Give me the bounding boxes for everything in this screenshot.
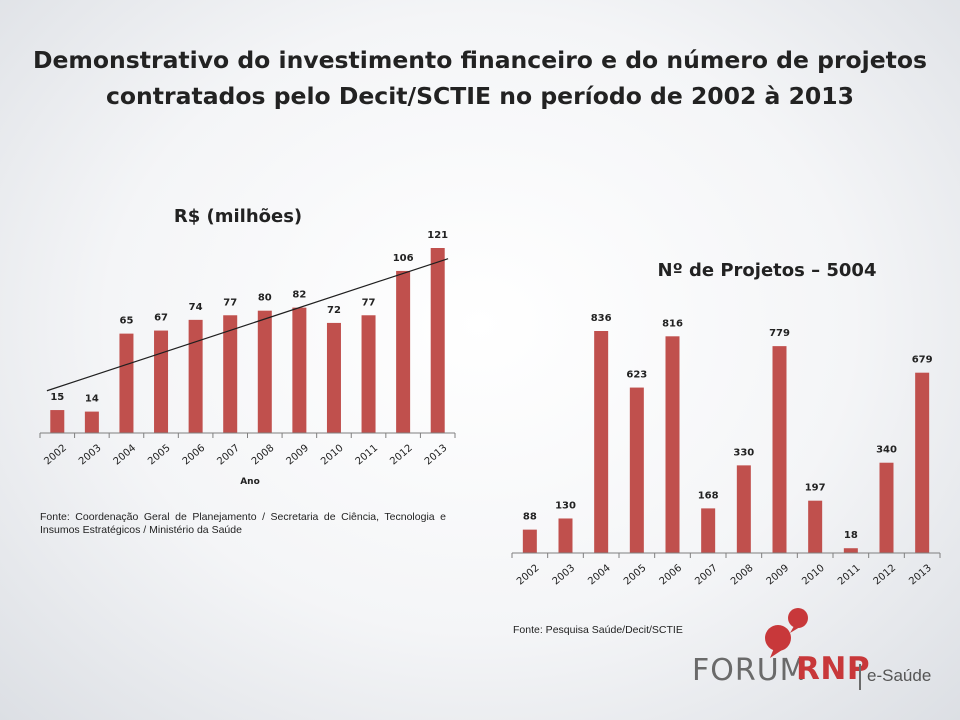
investment-data-label-2003: 14 <box>85 394 99 405</box>
logo-product-text: e-Saúde <box>867 666 932 685</box>
investment-data-label-2012: 106 <box>393 253 414 264</box>
projects-data-label-2012: 340 <box>876 445 897 456</box>
projects-data-label-2009: 779 <box>769 328 790 339</box>
projects-data-label-2002: 88 <box>523 512 537 523</box>
projects-data-label-2013: 679 <box>912 355 933 366</box>
source-note-projects: Fonte: Pesquisa Saúde/Decit/SCTIE <box>513 624 683 636</box>
projects-data-label-2011: 18 <box>844 530 858 541</box>
investment-trendline <box>46 258 449 392</box>
projects-x-tick-label-2002: 2002 <box>515 563 542 588</box>
investment-bar-2003 <box>84 411 99 433</box>
logo-brand-text: FORUM <box>692 653 807 688</box>
projects-bar-2002 <box>522 529 537 553</box>
slide-title: Demonstrativo do investimento financeiro… <box>32 46 928 110</box>
investment-data-label-2010: 72 <box>327 305 341 316</box>
logo-accent-text: RNP <box>796 651 871 687</box>
logo-divider <box>859 664 861 690</box>
investment-bar-2013 <box>430 248 445 433</box>
projects-data-label-2007: 168 <box>698 490 719 501</box>
investment-bar-2009 <box>292 307 307 433</box>
projects-x-tick-label-2005: 2005 <box>622 563 649 588</box>
investment-bar-2011 <box>361 315 376 433</box>
investment-bar-2004 <box>119 333 134 433</box>
projects-bar-2013 <box>915 372 930 553</box>
source-note-investment: Fonte: Coordenação Geral de Planejamento… <box>40 511 446 536</box>
projects-bar-2003 <box>558 518 573 553</box>
investment-data-label-2013: 121 <box>427 230 448 241</box>
investment-chart-title: R$ (milhões) <box>174 206 302 227</box>
investment-bar-2010 <box>326 322 341 433</box>
projects-bar-2007 <box>701 508 716 553</box>
investment-data-label-2007: 77 <box>223 297 237 308</box>
investment-x-axis-label: Ano <box>240 477 260 487</box>
projects-data-label-2004: 836 <box>591 313 612 324</box>
investment-data-label-2006: 74 <box>189 302 203 313</box>
investment-data-label-2004: 65 <box>119 316 133 327</box>
projects-x-tick-label-2013: 2013 <box>907 563 934 588</box>
projects-data-label-2010: 197 <box>805 483 826 494</box>
investment-bar-2006 <box>188 319 203 433</box>
projects-bar-2008 <box>736 465 751 553</box>
projects-data-label-2005: 623 <box>626 370 647 381</box>
investment-data-label-2011: 77 <box>362 297 376 308</box>
speech-bubbles-icon <box>765 608 808 658</box>
investment-bar-2007 <box>223 315 238 433</box>
investment-data-label-2008: 80 <box>258 293 272 304</box>
projects-x-tick-label-2006: 2006 <box>658 563 685 588</box>
projects-bar-2009 <box>772 346 787 553</box>
projects-x-tick-label-2003: 2003 <box>551 563 578 588</box>
projects-data-label-2003: 130 <box>555 500 576 511</box>
projects-data-label-2006: 816 <box>662 318 683 329</box>
projects-x-tick-label-2008: 2008 <box>729 563 756 588</box>
investment-bar-2012 <box>396 270 411 433</box>
projects-bar-2004 <box>594 331 609 553</box>
projects-bar-2011 <box>843 548 858 553</box>
investment-bar-2002 <box>50 410 65 433</box>
projects-bar-2012 <box>879 462 894 553</box>
forum-rnp-logo: FORUM RNP e-Saúde <box>690 606 940 696</box>
investment-bar-2008 <box>257 310 272 433</box>
projects-x-tick-label-2004: 2004 <box>586 563 613 588</box>
projects-data-label-2008: 330 <box>733 447 754 458</box>
projects-bar-2006 <box>665 336 680 553</box>
projects-x-tick-label-2010: 2010 <box>800 563 827 588</box>
investment-data-label-2002: 15 <box>50 392 64 403</box>
investment-data-label-2005: 67 <box>154 313 168 324</box>
projects-x-tick-label-2007: 2007 <box>693 563 720 588</box>
projects-bar-2010 <box>808 500 823 553</box>
investment-data-label-2009: 82 <box>292 290 306 301</box>
investment-bar-2005 <box>154 330 169 433</box>
projects-x-tick-label-2009: 2009 <box>765 563 792 588</box>
projects-bar-2005 <box>629 387 644 553</box>
projects-x-tick-label-2011: 2011 <box>836 563 863 588</box>
projects-x-tick-label-2012: 2012 <box>872 563 899 588</box>
projects-chart-title: Nº de Projetos – 5004 <box>658 260 877 281</box>
